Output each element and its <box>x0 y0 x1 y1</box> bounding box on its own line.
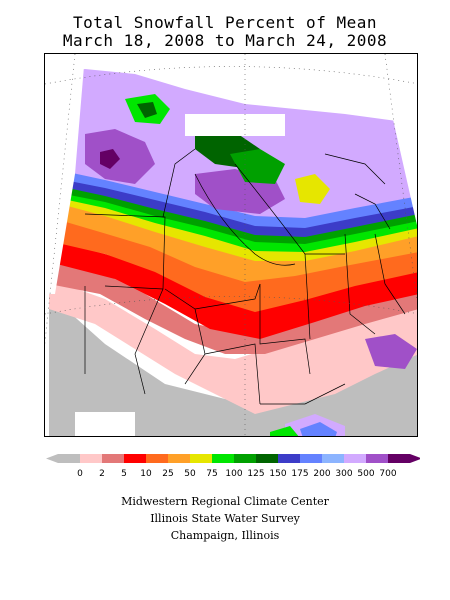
legend-label: 700 <box>379 469 396 479</box>
band-200-se <box>300 422 337 436</box>
outside-ne <box>355 54 417 226</box>
outside-nw <box>45 54 85 294</box>
legend-arrow-low <box>46 454 58 463</box>
legend-label: 0 <box>77 469 83 479</box>
legend-swatch <box>322 454 344 463</box>
no-data-south <box>75 412 135 436</box>
band-175 <box>49 176 417 237</box>
map-date-range: March 18, 2008 to March 24, 2008 <box>62 31 388 50</box>
legend-swatch <box>168 454 190 463</box>
legend-label: 50 <box>184 469 196 479</box>
snowfall-contours <box>45 54 417 436</box>
legend-swatch <box>300 454 322 463</box>
legend-label: 5 <box>121 469 127 479</box>
legend-swatch <box>124 454 146 463</box>
legend-swatch <box>388 454 410 463</box>
legend-swatch <box>278 454 300 463</box>
band-25 <box>49 214 417 312</box>
legend-label: 500 <box>357 469 374 479</box>
legend-label: 125 <box>247 469 264 479</box>
legend-label: 300 <box>335 469 352 479</box>
legend-arrow-high <box>410 454 420 463</box>
band-75 <box>49 194 417 261</box>
legend-label: 175 <box>291 469 308 479</box>
legend-swatches <box>46 454 420 463</box>
no-data-north <box>185 114 285 136</box>
legend-swatch <box>212 454 234 463</box>
legend-swatch <box>234 454 256 463</box>
legend-label: 75 <box>206 469 217 479</box>
legend-label: 10 <box>140 469 152 479</box>
legend-label: 2 <box>99 469 105 479</box>
snowfall-map <box>44 53 418 437</box>
band-50 <box>49 199 417 282</box>
legend-swatch <box>366 454 388 463</box>
legend-swatch <box>146 454 168 463</box>
band-150-ne <box>137 102 157 118</box>
legend-label: 25 <box>162 469 173 479</box>
legend-labels: 0 2 5 10 25 50 75 100 125 150 175 200 300 500 700 <box>77 469 397 479</box>
band-max-west <box>100 149 120 169</box>
band-100 <box>49 189 417 252</box>
legend-swatch <box>344 454 366 463</box>
band-2 <box>49 279 417 414</box>
band-700-west <box>85 129 155 184</box>
legend-swatch <box>58 454 80 463</box>
band-0 <box>49 294 417 436</box>
state-boundaries <box>84 148 406 405</box>
band-700-east <box>365 334 417 369</box>
map-canvas <box>45 54 417 436</box>
band-10 <box>49 239 417 339</box>
band-75-north <box>295 174 330 204</box>
legend-label: 200 <box>313 469 330 479</box>
band-5 <box>49 259 417 354</box>
legend-label: 100 <box>225 469 242 479</box>
footer-org: Midwestern Regional Climate Center <box>121 495 329 508</box>
footer-location: Champaign, Illinois <box>170 529 280 542</box>
footer-survey: Illinois State Water Survey <box>150 512 300 525</box>
graticule <box>45 54 417 436</box>
band-100-se <box>270 426 299 436</box>
legend-swatch <box>190 454 212 463</box>
legend-swatch <box>256 454 278 463</box>
color-legend: 0 2 5 10 25 50 75 100 125 150 175 200 300 500 700 <box>46 454 420 479</box>
legend-swatch <box>80 454 102 463</box>
map-title: Total Snowfall Percent of Mean <box>73 13 377 32</box>
legend-swatch <box>102 454 124 463</box>
legend-label: 150 <box>269 469 286 479</box>
